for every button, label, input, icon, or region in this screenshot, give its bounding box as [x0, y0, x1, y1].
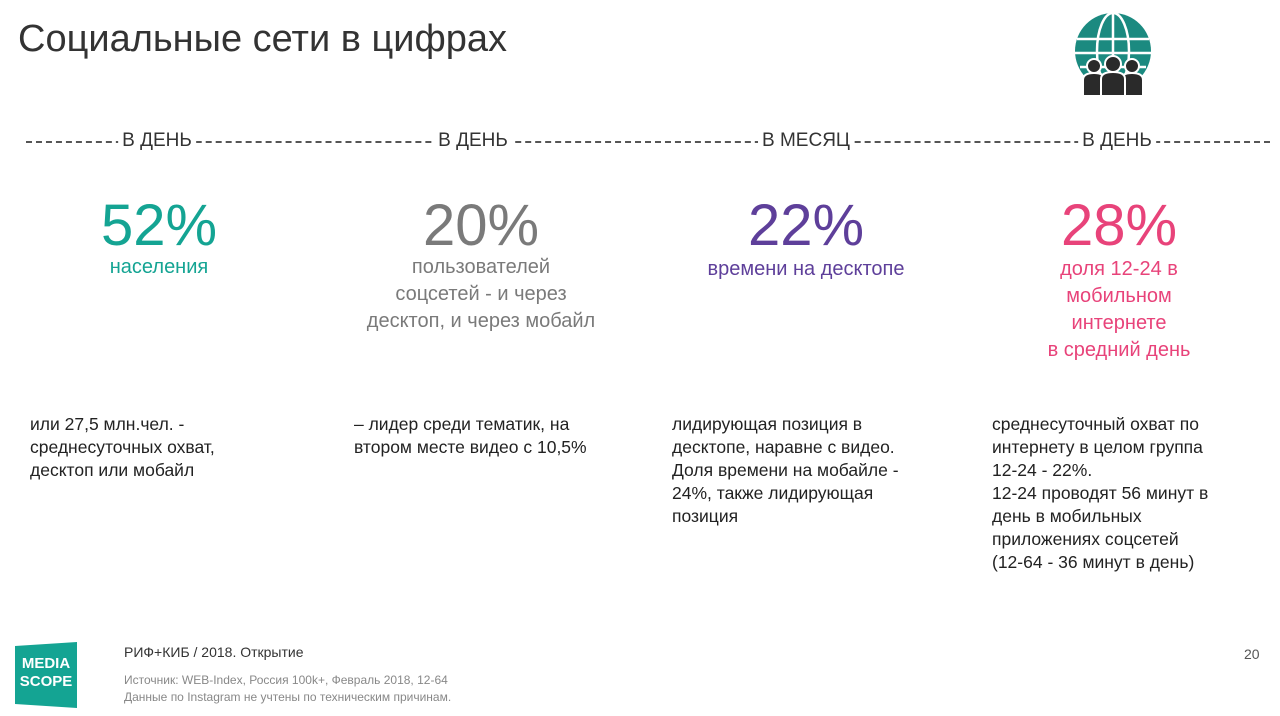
period-label-4: В ДЕНЬ: [1078, 130, 1156, 152]
stat-label: пользователей соцсетей - и через десктоп…: [367, 254, 595, 335]
logo-text-1: MEDIA: [22, 655, 71, 672]
page-number: 20: [1244, 646, 1260, 662]
note-1: или 27,5 млн.чел. - среднесуточных охват…: [30, 413, 215, 482]
stat-label: доля 12-24 в мобильном интернете в средн…: [1039, 256, 1200, 364]
note-line: или 27,5 млн.чел. -: [30, 414, 185, 434]
stat-block-2: 20% пользователей соцсетей - и через дес…: [367, 193, 595, 335]
globe-people-icon: [1075, 11, 1151, 96]
divider: [26, 141, 1270, 143]
stat-label-line: пользователей: [411, 256, 551, 278]
note-line: десктопе, наравне с видео.: [672, 437, 895, 457]
period-row: В ДЕНЬ В ДЕНЬ В МЕСЯЦ В ДЕНЬ: [26, 128, 1270, 156]
stat-label-line: соцсетей - и через: [395, 283, 567, 305]
note-line: 12-24 - 22%.: [992, 460, 1093, 480]
stat-block-4: 28% доля 12-24 в мобильном интернете в с…: [1039, 193, 1200, 364]
stat-label-line: в средний день: [1047, 339, 1191, 361]
period-label-2: В ДЕНЬ: [434, 130, 512, 152]
footer-source-line: Источник: WEB-Index, Россия 100k+, Февра…: [124, 673, 448, 687]
stat-label-line: населения: [109, 256, 209, 278]
note-line: интернету в целом группа: [992, 437, 1203, 457]
note-line: среднесуточных охват,: [30, 437, 215, 457]
note-line: 12-24 проводят 56 минут в: [992, 483, 1209, 503]
footer-source-line: Данные по Instagram не учтены по техниче…: [124, 690, 452, 704]
stat-block-3: 22% времени на десктопе: [707, 193, 904, 282]
note-line: – лидер среди тематик, на: [354, 414, 570, 434]
stat-value: 28%: [1060, 193, 1178, 258]
stat-label-line: мобильном интернете: [1066, 285, 1172, 334]
note-line: лидирующая позиция в: [672, 414, 863, 434]
note-line: Доля времени на мобайле -: [672, 460, 899, 480]
note-line: день в мобильных: [992, 506, 1142, 526]
logo-text-2: SCOPE: [20, 673, 73, 690]
page-title: Социальные сети в цифрах: [18, 18, 507, 60]
note-4: среднесуточный охват по интернету в цело…: [992, 413, 1208, 574]
stat-block-1: 52% населения: [100, 193, 218, 280]
stat-label-line: времени на десктопе: [707, 258, 905, 280]
footer-source: Источник: WEB-Index, Россия 100k+, Февра…: [124, 672, 451, 706]
note-line: среднесуточный охват по: [992, 414, 1199, 434]
stat-label: времени на десктопе: [707, 256, 904, 282]
note-3: лидирующая позиция в десктопе, наравне с…: [672, 413, 899, 528]
stat-label: населения: [101, 254, 217, 280]
note-line: втором месте видео с 10,5%: [354, 437, 587, 457]
note-line: 24%, также лидирующая: [672, 483, 874, 503]
stat-value: 20%: [422, 193, 540, 258]
stat-value: 52%: [100, 193, 218, 258]
note-line: приложениях соцсетей: [992, 529, 1179, 549]
note-line: (12-64 - 36 минут в день): [992, 552, 1195, 572]
note-2: – лидер среди тематик, на втором месте в…: [354, 413, 587, 459]
stat-label-line: доля 12-24 в: [1060, 258, 1178, 280]
footer-event: РИФ+КИБ / 2018. Открытие: [124, 644, 304, 660]
stat-value: 22%: [747, 193, 865, 258]
period-label-1: В ДЕНЬ: [118, 130, 196, 152]
note-line: десктоп или мобайл: [30, 460, 195, 480]
note-line: позиция: [672, 506, 739, 526]
stat-label-line: десктоп, и через мобайл: [366, 310, 596, 332]
period-label-3: В МЕСЯЦ: [758, 130, 854, 152]
mediascope-logo: MEDIA SCOPE: [15, 642, 77, 708]
